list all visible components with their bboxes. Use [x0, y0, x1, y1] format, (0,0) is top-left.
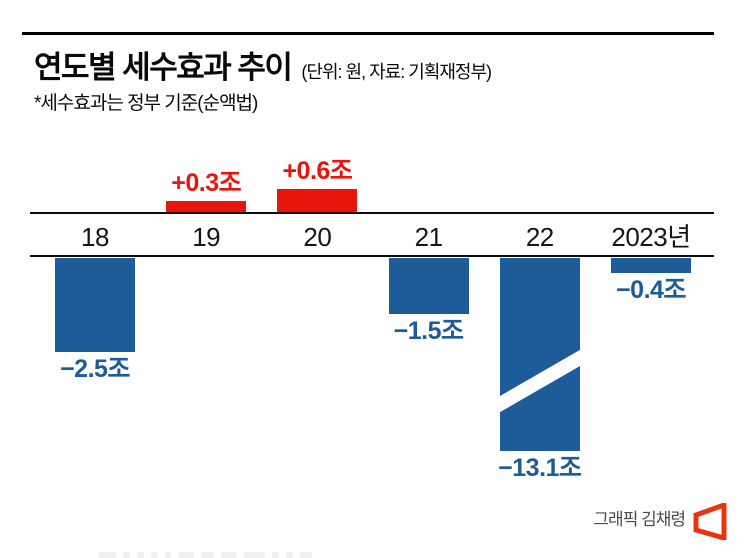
- bar-value-label: −0.4조: [616, 276, 686, 304]
- bar-value-label: +0.6조: [282, 157, 353, 185]
- cropped-next-line-fragment: [165, 552, 171, 558]
- cropped-next-line-fragment: [272, 552, 279, 558]
- bar-2023년: [611, 258, 691, 273]
- x-axis-label: 18: [81, 222, 109, 252]
- bar-19: [166, 201, 247, 212]
- cropped-next-line-fragment: [244, 552, 265, 558]
- top-rule: [22, 32, 714, 35]
- x-axis-label: 20: [303, 222, 332, 252]
- cropped-next-line-fragment: [137, 552, 144, 558]
- x-axis-label: 21: [414, 222, 443, 252]
- cropped-next-line-fragment: [300, 552, 312, 558]
- axis-line-upper: [30, 212, 714, 214]
- bar-22: [499, 258, 580, 451]
- cropped-next-line-fragment: [98, 552, 116, 558]
- bar-value-label: −13.1조: [498, 454, 582, 482]
- cropped-next-line-fragment: [178, 552, 194, 558]
- page-title: 연도별 세수효과 추이: [34, 50, 293, 85]
- bar-value-label: +0.3조: [171, 169, 242, 197]
- bar-value-label: −2.5조: [60, 355, 130, 383]
- cropped-next-line-fragment: [286, 552, 293, 558]
- cropped-next-line-fragment: [151, 552, 158, 558]
- cropped-next-line-fragment: [221, 552, 237, 558]
- bar-21: [388, 258, 469, 314]
- bar-value-label: −1.5조: [393, 317, 464, 345]
- footnote: *세수효과는 정부 기준(순액법): [34, 93, 258, 114]
- bar-20: [277, 189, 358, 212]
- unit-source-note: (단위: 원, 자료: 기획재정부): [301, 62, 492, 82]
- cropped-next-line-fragment: [123, 552, 130, 558]
- publisher-logo-icon: [693, 503, 727, 540]
- credit-text: 그래픽 김채령: [593, 510, 686, 529]
- x-axis-label: 2023년: [611, 222, 691, 252]
- x-axis-label: 22: [525, 222, 554, 252]
- cropped-next-line-fragment: [201, 552, 214, 558]
- axis-line-lower: [30, 255, 714, 257]
- axis-break-band: [499, 344, 580, 418]
- bar-18: [55, 258, 135, 352]
- header: 연도별 세수효과 추이 (단위: 원, 자료: 기획재정부): [34, 42, 492, 87]
- x-axis-label: 19: [192, 222, 221, 252]
